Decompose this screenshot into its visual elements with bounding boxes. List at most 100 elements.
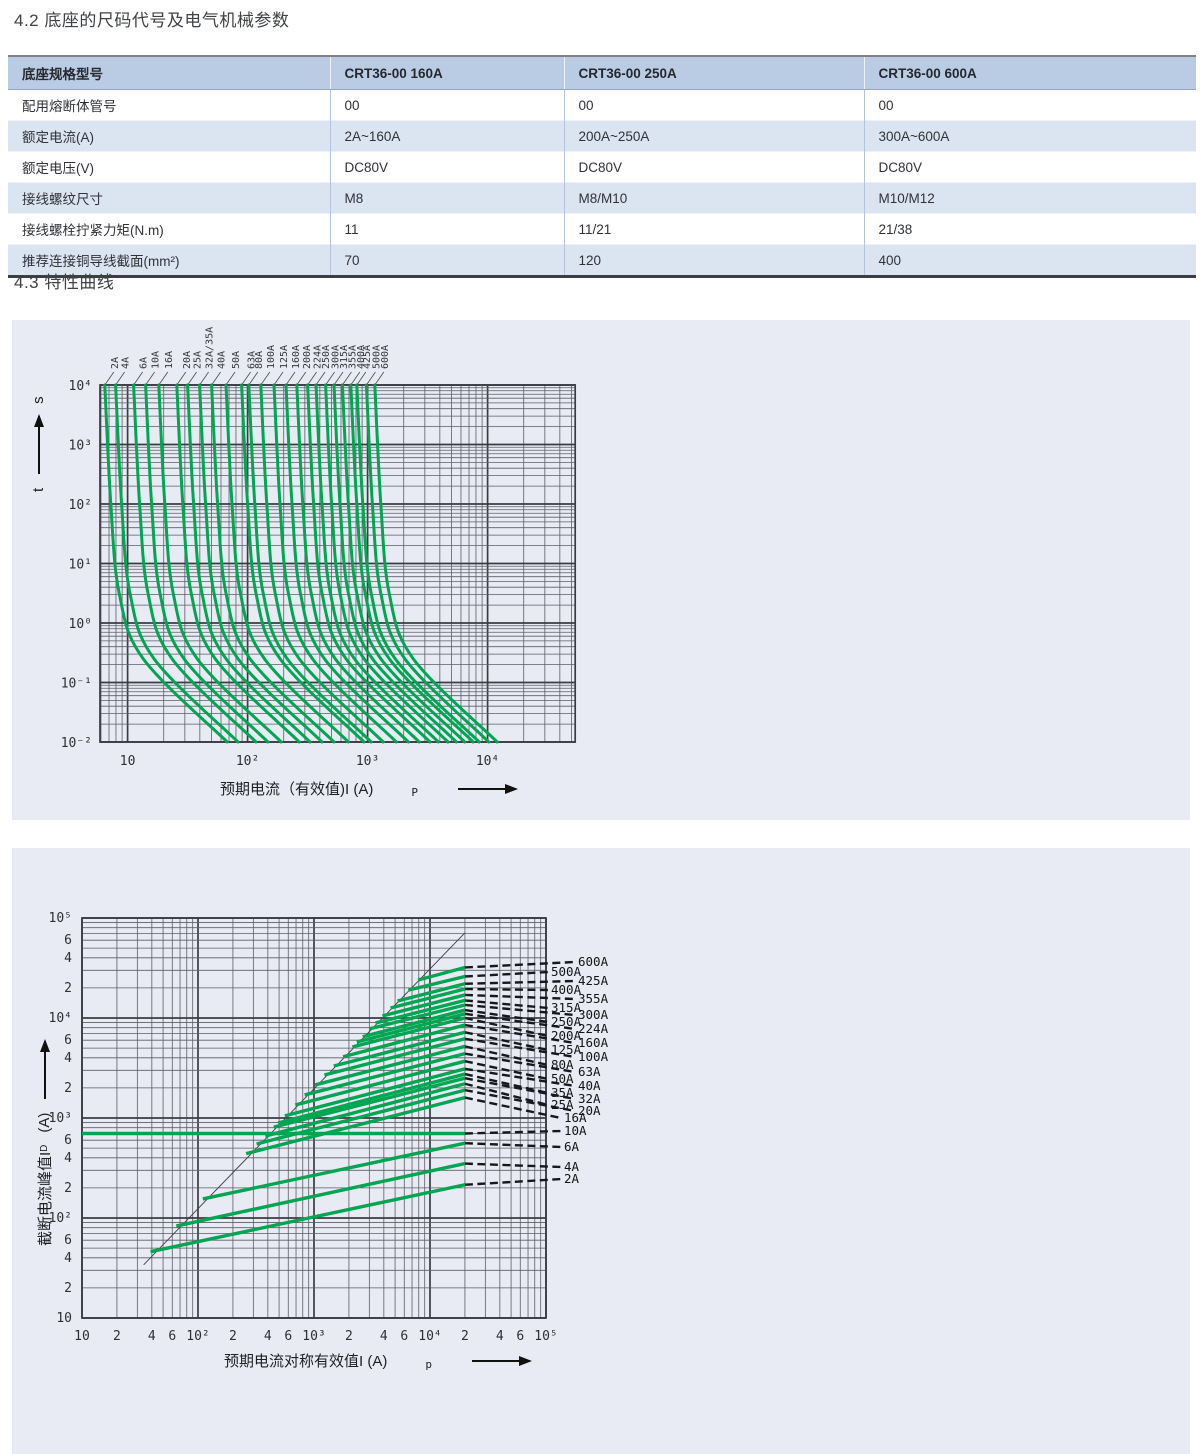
curve-label: 10A — [564, 1123, 587, 1138]
curve-label: 160A — [291, 345, 302, 369]
curve-label: 6A — [139, 357, 150, 369]
svg-text:4: 4 — [64, 1051, 72, 1066]
curve-label: 224A — [578, 1021, 609, 1036]
curve-80A — [247, 383, 373, 744]
svg-text:10³: 10³ — [302, 1329, 325, 1344]
x-axis-label: 预期电流（有效值)I (A) — [220, 781, 374, 798]
grid — [81, 917, 547, 1319]
axis-ticks: 10 10² 10³ 10⁴ 10⁴ 10³ 10² 10¹ 10⁰ 10⁻¹ 10⁻² — [61, 379, 500, 769]
svg-text:10³: 10³ — [69, 439, 92, 454]
y-axis-symbol: t — [30, 487, 47, 492]
curve-315A — [375, 998, 466, 1025]
curve-250A — [362, 1008, 466, 1039]
curve-250A — [314, 383, 440, 744]
svg-text:4: 4 — [64, 1151, 72, 1166]
curve-label: 40A — [217, 351, 228, 369]
svg-text:2: 2 — [64, 1081, 72, 1096]
time-current-chart-panel: 10 10² 10³ 10⁴ 10⁴ 10³ 10² 10¹ 10⁰ 10⁻¹ 10⁻² 2A 4A 6A… — [12, 320, 1190, 820]
curve-6A — [202, 1141, 466, 1201]
curve-label: 315A — [339, 345, 350, 369]
cell: 300A~600A — [863, 120, 1196, 152]
curve-315A — [332, 383, 458, 744]
curve-10A — [144, 383, 270, 744]
table-row: 额定电压(V) DC80V DC80V DC80V — [8, 151, 1196, 183]
curve-label: 20A — [578, 1103, 601, 1118]
curve-label: 400A — [551, 982, 582, 997]
curve-label: 300A — [578, 1007, 609, 1022]
svg-text:2: 2 — [64, 1281, 72, 1296]
chart2-x-axis-caption: 预期电流对称有效值I (A) p — [224, 1350, 532, 1371]
curve-label: 600A — [578, 954, 609, 969]
axis-ticks: 10 2 4 6 10² 2 4 6 10³ 2 4 6 10⁴ 2 4 6 10⁵10⁵64210⁴64210… — [49, 911, 558, 1344]
row-label: 额定电压(V) — [8, 151, 330, 183]
curve-label: 50A — [551, 1071, 574, 1086]
svg-text:10⁻¹: 10⁻¹ — [61, 677, 92, 692]
curve-160A — [284, 383, 410, 744]
arrow-up-icon — [37, 415, 40, 474]
cell: 120 — [563, 244, 864, 277]
svg-text:6: 6 — [400, 1329, 408, 1344]
curve-600A — [417, 965, 466, 982]
x-axis-subscript: P — [411, 786, 418, 799]
svg-text:2: 2 — [113, 1329, 121, 1344]
svg-text:6: 6 — [64, 1133, 72, 1148]
y-axis-unit: s — [30, 396, 47, 404]
svg-text:10²: 10² — [236, 754, 259, 769]
curve-label: 500A — [551, 964, 582, 979]
curve-label: 16A — [164, 351, 175, 369]
curve-label: 400A — [356, 345, 367, 369]
curve-label: 25A — [193, 351, 204, 369]
curve-label: 250A — [551, 1014, 582, 1029]
arrow-right-icon — [457, 783, 518, 794]
cell: 200A~250A — [563, 120, 864, 152]
curve-label: 50A — [231, 351, 242, 369]
svg-text:2: 2 — [64, 1181, 72, 1196]
curve-label: 425A — [578, 973, 609, 988]
curve-50A — [294, 1059, 466, 1107]
svg-text:10⁻²: 10⁻² — [61, 736, 92, 751]
svg-text:2: 2 — [461, 1329, 469, 1344]
curve-label: 425A — [362, 345, 373, 369]
table-row: 接线螺纹尺寸 M8 M8/M10 M10/M12 — [8, 182, 1196, 214]
cell: 00 — [329, 89, 564, 121]
curve-4A — [175, 1161, 466, 1228]
row-label: 接线螺栓拧紧力矩(N.m) — [8, 213, 330, 245]
curve-label: 35A — [551, 1085, 574, 1100]
cell: DC80V — [329, 151, 564, 183]
curve-355A — [382, 993, 466, 1018]
curve-300A — [324, 383, 450, 744]
curve-355A — [340, 383, 467, 744]
time-current-chart: 10 10² 10³ 10⁴ 10⁴ 10³ 10² 10¹ 10⁰ 10⁻¹ 10⁻² 2A 4A 6A… — [61, 327, 577, 769]
curve-labels: 600A500A425A400A355A315A300A250A224A200A… — [551, 954, 609, 1186]
curve-label: 63A — [247, 351, 258, 369]
curve-35A — [277, 1072, 466, 1125]
svg-text:10⁴: 10⁴ — [49, 1011, 72, 1026]
svg-text:10¹: 10¹ — [69, 558, 92, 573]
curve-125A — [272, 383, 398, 744]
x-axis-subscript: p — [425, 1358, 432, 1371]
curve-50A — [224, 383, 350, 744]
curve-100A — [324, 1037, 466, 1077]
curve-label: 125A — [551, 1042, 582, 1057]
curve-label: 20A — [182, 351, 193, 369]
curve-200A — [295, 383, 421, 744]
curve-label: 2A — [110, 357, 121, 369]
cell: DC80V — [563, 151, 864, 183]
curve-100A — [259, 383, 385, 744]
curve-425A — [355, 383, 481, 744]
curve-224A — [356, 1012, 466, 1044]
curve-25A — [264, 1082, 466, 1138]
curve-label: 600A — [380, 345, 391, 369]
svg-text:4: 4 — [264, 1329, 272, 1344]
x-axis-label: 预期电流对称有效值I (A) — [224, 1353, 388, 1370]
cell: M8 — [329, 182, 564, 214]
table-row: 额定电流(A) 2A~160A 200A~250A 300A~600A — [8, 120, 1196, 152]
cell: 400 — [863, 244, 1196, 277]
svg-text:10³: 10³ — [356, 754, 379, 769]
svg-text:4: 4 — [148, 1329, 156, 1344]
svg-text:10: 10 — [120, 754, 136, 769]
curve-label: 300A — [331, 345, 342, 369]
table-row: 推荐连接铜导线截面(mm²) 70 120 400 — [8, 244, 1196, 277]
